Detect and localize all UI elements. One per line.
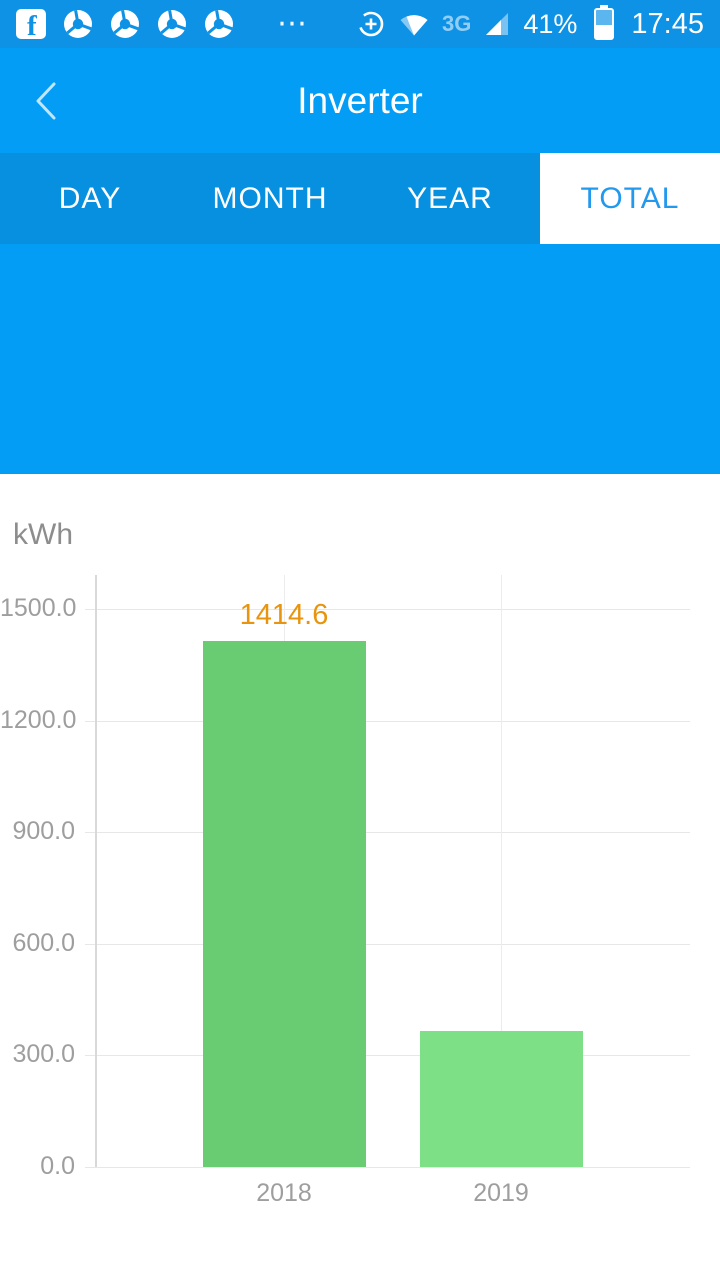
system-status-icons: 3G 41% 17:45 (356, 5, 704, 41)
period-tab-bar: DAY MONTH YEAR TOTAL (0, 153, 720, 244)
header: Inverter (0, 48, 720, 153)
status-bar: f ⋯ (0, 0, 720, 48)
y-gridline (85, 832, 690, 834)
y-axis-tick-label: 900.0 (12, 817, 75, 846)
y-axis-tick-label: 1500.0 (0, 594, 77, 622)
wifi-icon (400, 14, 428, 35)
tab-month[interactable]: MONTH (212, 181, 328, 215)
x-axis-tick-label: 2018 (256, 1179, 312, 1207)
summary-panel (0, 244, 720, 474)
back-button[interactable] (28, 76, 68, 126)
chrome-icon (111, 9, 139, 38)
total-energy-bar-chart: 0.0 300.0 600.0 900.0 1200.0 1500.0 1414.6 2018… (0, 575, 720, 1245)
y-axis-tick-label: 1200.0 (0, 705, 77, 734)
chrome-icon (205, 9, 233, 38)
y-axis-tick-label: 0.0 (40, 1152, 75, 1180)
notification-icons: f ⋯ (16, 0, 310, 48)
tab-day[interactable]: DAY (58, 181, 122, 215)
network-type-label: 3G (442, 11, 472, 36)
battery-percent-label: 41% (523, 8, 578, 39)
chrome-icon (64, 9, 92, 38)
battery-icon (594, 5, 615, 40)
y-axis-line (95, 575, 97, 1167)
y-axis-tick-label: 300.0 (12, 1040, 75, 1069)
y-gridline (85, 1167, 690, 1168)
bar-value-label: 1414.6 (239, 598, 329, 631)
tab-total[interactable]: TOTAL (540, 153, 720, 244)
bar-2018[interactable] (202, 640, 366, 1167)
tab-year[interactable]: YEAR (407, 181, 493, 215)
x-axis-tick-label: 2019 (473, 1179, 529, 1207)
chrome-icon (158, 9, 186, 38)
clock-label: 17:45 (631, 7, 704, 40)
facebook-icon: f (16, 9, 46, 39)
overflow-notifications-icon: ⋯ (277, 7, 310, 40)
bar-2019[interactable] (419, 1031, 583, 1167)
y-gridline (85, 1055, 690, 1057)
x-gridline (501, 575, 502, 1167)
signal-icon (486, 13, 509, 35)
y-gridline (85, 609, 690, 610)
y-gridline (85, 720, 690, 722)
chart-unit-label: kWh (13, 518, 73, 551)
y-gridline (85, 943, 690, 945)
data-saver-icon (358, 11, 384, 37)
y-axis-tick-label: 600.0 (12, 928, 75, 957)
page-title: Inverter (297, 79, 423, 121)
